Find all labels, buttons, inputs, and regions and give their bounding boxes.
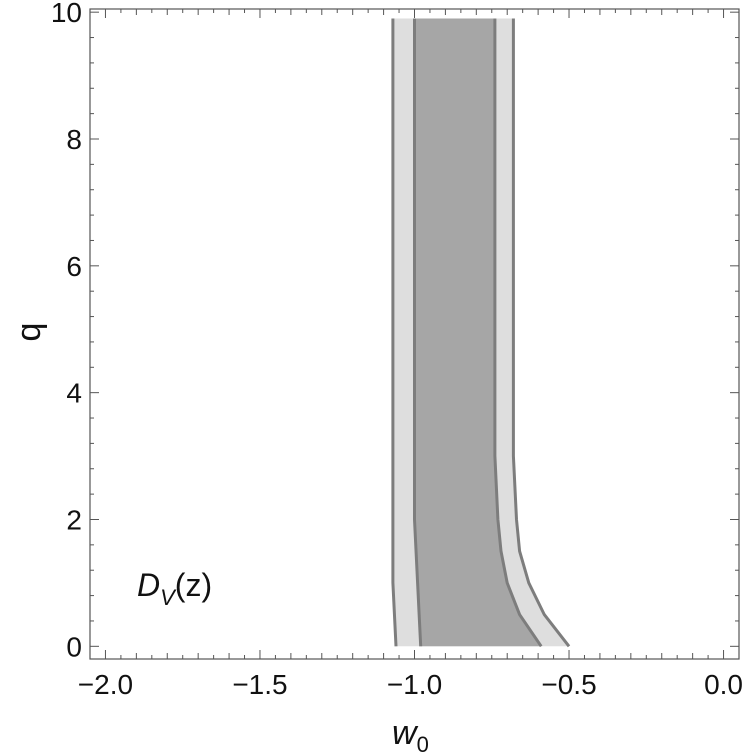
outer-contour-right xyxy=(511,18,571,648)
contour-lines xyxy=(391,18,571,648)
tick-labels: −2.0 −1.5 −1.0 −0.5 0.0 0 2 4 6 8 10 xyxy=(51,0,743,700)
y-tick-label: 6 xyxy=(66,251,82,282)
x-tick-label: 0.0 xyxy=(704,669,743,700)
inner-confidence-region xyxy=(414,18,542,647)
x-axis-label: w0 xyxy=(392,714,429,755)
x-tick-label: −2.0 xyxy=(78,669,133,700)
y-tick-label: 4 xyxy=(66,378,82,409)
x-tick-label: −1.0 xyxy=(387,669,442,700)
x-tick-label: −0.5 xyxy=(541,669,596,700)
axis-ticks xyxy=(90,9,739,659)
y-axis-label: q xyxy=(10,323,48,342)
y-tick-label: 8 xyxy=(66,124,82,155)
x-tick-label: −1.5 xyxy=(232,669,287,700)
y-tick-label: 10 xyxy=(51,0,82,28)
inner-contour-left xyxy=(413,18,423,647)
inner-contour-right xyxy=(493,18,543,648)
y-tick-label: 0 xyxy=(66,631,82,662)
y-tick-label: 2 xyxy=(66,504,82,535)
annotation-label: DV(z) xyxy=(137,567,212,610)
outer-contour-left xyxy=(391,18,398,647)
plot-area xyxy=(391,18,571,648)
